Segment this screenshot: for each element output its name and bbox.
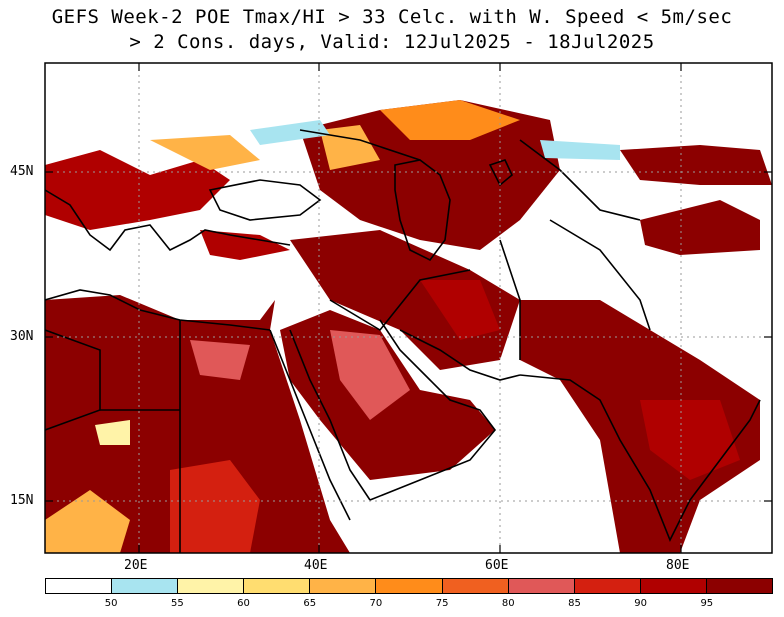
colorbar-segment	[706, 579, 773, 593]
y-tick-label-15n: 15N	[10, 493, 34, 508]
x-tick-label-40e: 40E	[304, 558, 328, 573]
x-tick-label-80e: 80E	[666, 558, 690, 573]
chart-title-line2: > 2 Cons. days, Valid: 12Jul2025 - 18Jul…	[129, 31, 655, 53]
colorbar-tick-label: 95	[700, 598, 714, 609]
x-tick-label-20e: 20E	[124, 558, 148, 573]
colorbar-tick-label: 60	[237, 598, 250, 609]
y-tick-label-30n: 30N	[10, 329, 34, 344]
colorbar-tick-label: 80	[501, 598, 515, 609]
colorbar-segment	[244, 579, 311, 593]
colorbar-tick-label: 50	[104, 598, 118, 609]
colorbar-tick-label: 90	[634, 598, 647, 609]
coastlines	[45, 129, 761, 553]
colorbar-labels: 50 55 60 65 70 75 80 85 90 95	[45, 598, 773, 612]
colorbar-segment	[508, 579, 575, 593]
colorbar-segment	[376, 579, 443, 593]
colorbar-tick-label: 75	[435, 598, 449, 609]
chart-title-line1: GEFS Week-2 POE Tmax/HI > 33 Celc. with …	[51, 6, 733, 28]
axis-ticks	[45, 63, 772, 553]
colorbar-segment	[574, 579, 641, 593]
colorbar	[45, 578, 773, 594]
map-frame	[44, 62, 773, 554]
colorbar-segment	[442, 579, 509, 593]
y-tick-label-45n: 45N	[10, 164, 34, 179]
colorbar-tick-label: 85	[568, 598, 581, 609]
colorbar-segment	[112, 579, 179, 593]
colorbar-segment	[178, 579, 245, 593]
colorbar-tick-label: 70	[369, 598, 383, 609]
x-tick-label-60e: 60E	[485, 558, 509, 573]
colorbar-segment	[46, 579, 113, 593]
colorbar-tick-label: 65	[303, 598, 317, 609]
colorbar-tick-label: 55	[170, 598, 184, 609]
colorbar-segment	[310, 579, 377, 593]
colorbar-segment	[640, 579, 707, 593]
probability-shading	[45, 100, 772, 553]
grid-lines	[45, 63, 772, 553]
